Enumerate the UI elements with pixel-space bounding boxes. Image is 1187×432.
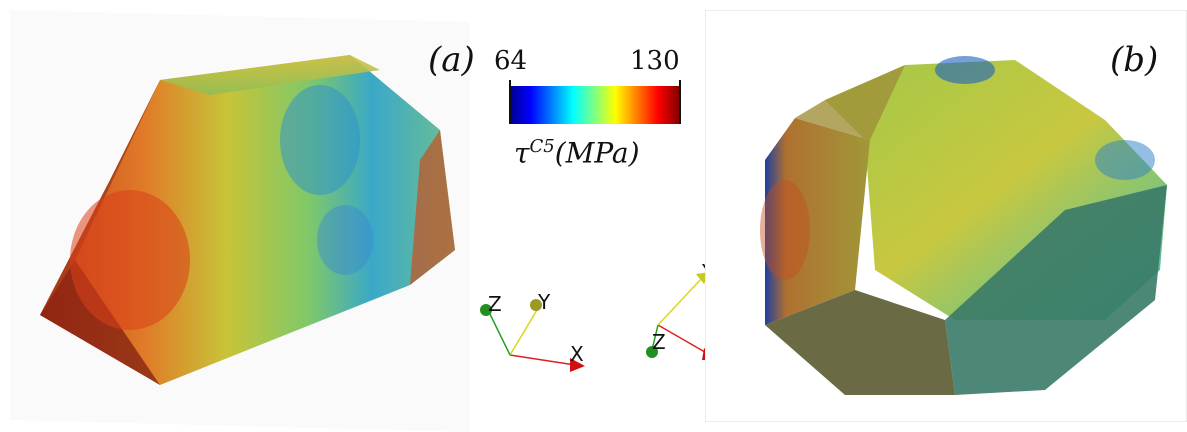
axes-triad-left: X Y Z bbox=[470, 280, 620, 390]
grain-b-image bbox=[705, 10, 1187, 422]
colorbar-title-unit: (MPa) bbox=[554, 136, 640, 170]
grain-a-image bbox=[10, 10, 470, 432]
panel-b-grain-render: (b) bbox=[705, 10, 1187, 422]
panel-b-label: (b) bbox=[1110, 40, 1159, 80]
axes-triad-left-lines bbox=[480, 299, 585, 372]
axis-z-label-left: Z bbox=[488, 292, 502, 316]
colorbar-title-superscript: C5 bbox=[529, 136, 555, 157]
colorbar-title: τC5(MPa) bbox=[514, 136, 640, 169]
panel-a-label: (a) bbox=[428, 40, 475, 80]
axis-x-label-left: X bbox=[570, 342, 584, 366]
colorbar-title-symbol: τ bbox=[514, 136, 530, 170]
colorbar-gradient bbox=[509, 80, 681, 124]
colorbar: 64 130 τC5(MPa) bbox=[490, 40, 700, 190]
colorbar-min-label: 64 bbox=[494, 46, 528, 76]
panel-a-grain-render: (a) bbox=[0, 0, 475, 432]
axis-z-label-right: Z bbox=[652, 330, 666, 354]
axis-y-label-left: Y bbox=[538, 290, 551, 314]
colorbar-max-label: 130 bbox=[630, 46, 680, 76]
